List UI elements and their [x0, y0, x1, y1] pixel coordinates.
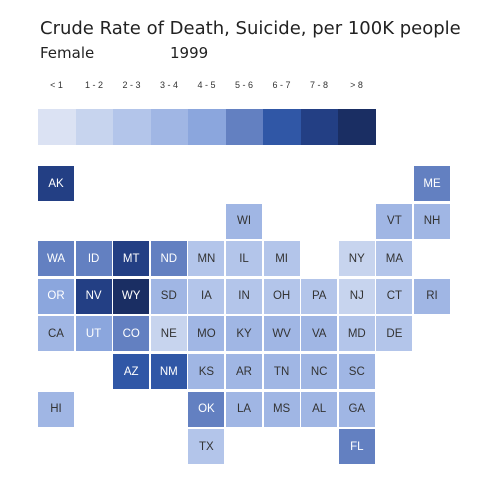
state-tile-nc: NC: [301, 354, 338, 389]
state-tile-tx: TX: [188, 429, 225, 465]
legend-swatch: [225, 109, 263, 145]
state-tile-ri: RI: [414, 278, 450, 314]
state-tile-sd: SD: [150, 278, 187, 314]
state-tile-ia: IA: [188, 278, 225, 314]
state-tile-nj: NJ: [338, 278, 375, 314]
legend-swatch: [263, 109, 301, 145]
legend-label: 2 - 3: [122, 80, 141, 90]
legend-label: > 8: [350, 80, 363, 90]
state-tile-ct: CT: [376, 278, 413, 314]
state-tile-ne: NE: [150, 316, 187, 352]
state-tile-md: MD: [338, 316, 375, 352]
state-tile-wi: WI: [226, 203, 262, 239]
legend-swatch: [113, 109, 151, 145]
state-tile-ut: UT: [75, 316, 112, 352]
subtitle-sex: Female: [40, 44, 95, 62]
state-tile-al: AL: [301, 391, 338, 427]
state-tile-nh: NH: [414, 203, 450, 239]
state-tile-hi: HI: [38, 391, 74, 427]
state-tile-fl: FL: [338, 429, 375, 465]
state-tile-mn: MN: [188, 241, 225, 277]
state-tile-nm: NM: [150, 354, 187, 389]
state-tile-ny: NY: [338, 241, 375, 277]
state-tile-in: IN: [226, 278, 262, 314]
legend-swatch: [338, 109, 376, 145]
legend-label: < 1: [50, 80, 63, 90]
state-tile-mi: MI: [263, 241, 300, 277]
subtitle-year: 1999: [170, 44, 209, 62]
state-tile-or: OR: [38, 278, 74, 314]
legend-swatch: [300, 109, 338, 145]
state-tile-wy: WY: [113, 278, 150, 314]
legend-label: 3 - 4: [159, 80, 178, 90]
state-tile-va: VA: [301, 316, 338, 352]
state-tile-ar: AR: [226, 354, 262, 389]
state-tile-me: ME: [414, 166, 450, 201]
state-tile-de: DE: [376, 316, 413, 352]
state-tile-sc: SC: [338, 354, 375, 389]
state-tile-ok: OK: [188, 391, 225, 427]
legend-label: 6 - 7: [272, 80, 291, 90]
state-tile-az: AZ: [113, 354, 150, 389]
state-tile-mo: MO: [188, 316, 225, 352]
legend-label: 5 - 6: [234, 80, 253, 90]
legend-swatch: [75, 109, 113, 145]
state-tile-la: LA: [226, 391, 262, 427]
state-tile-ks: KS: [188, 354, 225, 389]
state-tile-nd: ND: [150, 241, 187, 277]
state-tile-wv: WV: [263, 316, 300, 352]
legend-swatch: [150, 109, 188, 145]
state-tile-co: CO: [113, 316, 150, 352]
legend-swatch: [38, 109, 76, 145]
state-tile-pa: PA: [301, 278, 338, 314]
chart-title: Crude Rate of Death, Suicide, per 100K p…: [40, 18, 461, 39]
state-tile-ky: KY: [226, 316, 262, 352]
legend-swatch: [188, 109, 226, 145]
state-tile-ak: AK: [38, 166, 74, 201]
legend-label: 4 - 5: [197, 80, 216, 90]
state-tile-tn: TN: [263, 354, 300, 389]
state-tile-ms: MS: [263, 391, 300, 427]
state-tile-il: IL: [226, 241, 262, 277]
state-tile-vt: VT: [376, 203, 413, 239]
color-legend: < 1 1 - 2 2 - 3 3 - 4 4 - 5 5 - 6 6 - 7 7 - 8 > …: [38, 80, 378, 150]
state-tile-ca: CA: [38, 316, 74, 352]
state-tile-mt: MT: [113, 241, 150, 277]
state-tile-wa: WA: [38, 241, 74, 277]
state-tile-id: ID: [75, 241, 112, 277]
state-tile-ga: GA: [338, 391, 375, 427]
state-tile-nv: NV: [75, 278, 112, 314]
legend-label: 1 - 2: [84, 80, 103, 90]
legend-label: 7 - 8: [309, 80, 328, 90]
state-tile-oh: OH: [263, 278, 300, 314]
state-tile-ma: MA: [376, 241, 413, 277]
